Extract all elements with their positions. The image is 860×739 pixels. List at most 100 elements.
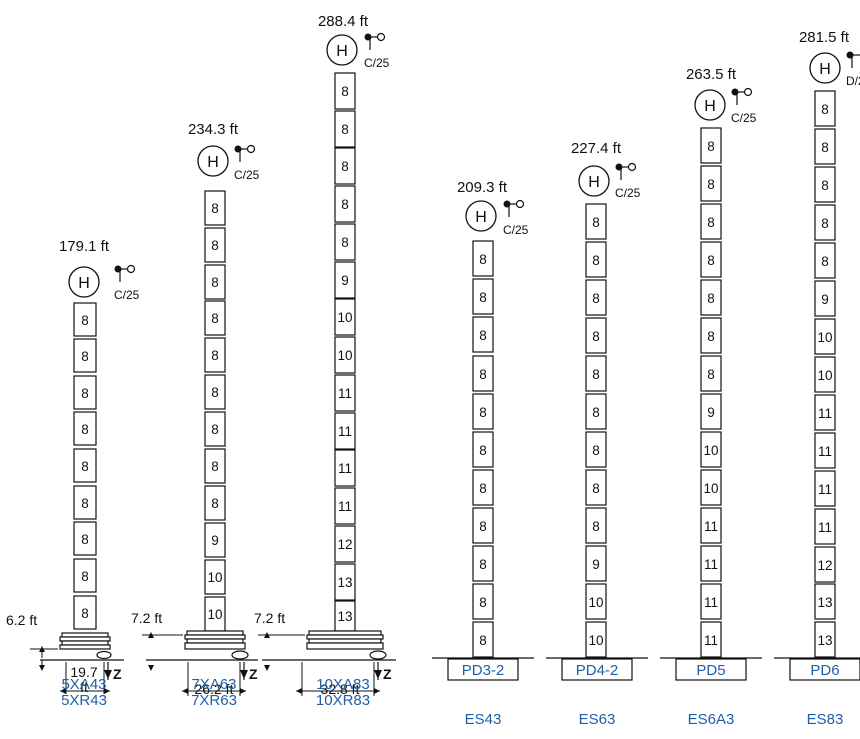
section-label: 10 (817, 330, 832, 345)
section-label: 12 (337, 537, 352, 552)
hook-circle (197, 145, 229, 177)
section-label: 8 (707, 139, 715, 154)
section-label: 8 (479, 595, 487, 610)
section-label: 8 (341, 235, 349, 250)
height-label: 288.4 ft (318, 13, 369, 30)
jib-tip-icon (503, 199, 525, 217)
section-label: 8 (341, 84, 349, 99)
tower-t5: 227.4 ft H C/25 8 8 8 8 8 8 8 8 (546, 140, 648, 728)
mast-t1: 8 8 8 8 8 8 8 8 8 (73, 302, 97, 630)
section-label: 10 (207, 570, 222, 585)
base-width-label: 19.7 (70, 664, 97, 680)
model-name: 5XA43 (61, 676, 106, 693)
z-axis-label: Z (113, 666, 122, 682)
tip-label: C/25 (503, 223, 529, 237)
jib-tip-icon (615, 162, 637, 180)
z-axis-label: Z (383, 666, 392, 682)
pad-label: PD6 (810, 662, 839, 679)
section-label: 11 (818, 520, 832, 535)
model-name: 10XR83 (316, 692, 370, 709)
hook-circle (465, 200, 497, 232)
section-label: 10 (337, 310, 352, 325)
model-name: 7XA63 (191, 676, 236, 693)
section-label: 8 (211, 311, 219, 326)
model-name: ES63 (579, 711, 616, 728)
pad-label: PD4-2 (576, 662, 619, 679)
section-label: 11 (338, 424, 352, 439)
section-label: 8 (821, 216, 829, 231)
section-label: 11 (338, 499, 352, 514)
offset-label: 7.2 ft (254, 610, 285, 626)
model-name: ES83 (807, 711, 844, 728)
pad-label: PD3-2 (462, 662, 505, 679)
section-label: 8 (81, 532, 89, 547)
section-label: 8 (707, 329, 715, 344)
section-label: 8 (592, 367, 600, 382)
section-label: 11 (338, 386, 352, 401)
mast-t3: 8 8 8 8 8 9 10 10 11 11 11 11 12 (334, 72, 356, 632)
section-label: 9 (211, 533, 219, 548)
base-width-unit: ft (80, 679, 88, 695)
model-name: 5XR43 (61, 692, 107, 709)
section-label: 8 (81, 606, 89, 621)
mast-t4: 8 8 8 8 8 8 8 8 8 8 8 (472, 240, 494, 658)
jib-tip-icon (846, 51, 860, 68)
section-label: 8 (592, 253, 600, 268)
model-name: ES6A3 (688, 711, 735, 728)
tip-label: D/25 (846, 74, 860, 88)
section-label: 8 (707, 177, 715, 192)
height-label: 227.4 ft (571, 140, 622, 157)
section-label: 10 (337, 348, 352, 363)
pad-label: PD5 (696, 662, 725, 679)
section-label: 8 (81, 569, 89, 584)
hook-label: H (336, 43, 348, 60)
height-label: 179.1 ft (59, 238, 110, 255)
mast-t2: 8 8 8 8 8 8 8 8 8 9 10 10 (204, 190, 226, 632)
section-label: 9 (592, 557, 600, 572)
jib-tip-icon (731, 87, 753, 105)
tower-t4: 209.3 ft H C/25 8 8 8 8 8 8 8 8 (432, 179, 534, 728)
hook-label: H (704, 98, 716, 115)
hook-circle (578, 165, 610, 197)
section-label: 8 (211, 496, 219, 511)
section-label: 10 (817, 368, 832, 383)
section-label: 13 (337, 609, 352, 624)
section-label: 8 (479, 252, 487, 267)
model-name: 7XR63 (191, 692, 237, 709)
pad-foundation (675, 658, 747, 681)
section-label: 11 (338, 461, 352, 476)
pad-foundation (561, 658, 633, 681)
section-label: 10 (207, 607, 222, 622)
section-label: 8 (81, 386, 89, 401)
pad-foundation (447, 658, 519, 681)
section-label: 8 (707, 367, 715, 382)
tower-t2: 234.3 ft H C/25 8 8 8 8 8 8 8 8 (131, 121, 260, 709)
section-label: 8 (81, 496, 89, 511)
section-label: 8 (821, 140, 829, 155)
hook-label: H (78, 275, 90, 292)
height-label: 209.3 ft (457, 179, 508, 196)
pad-foundation (789, 658, 860, 681)
section-label: 8 (211, 275, 219, 290)
hook-circle (326, 34, 358, 66)
section-label: 13 (337, 575, 352, 590)
section-label: 8 (479, 328, 487, 343)
section-label: 8 (707, 253, 715, 268)
section-label: 11 (704, 519, 718, 534)
section-label: 13 (817, 595, 832, 610)
section-label: 8 (479, 367, 487, 382)
section-label: 10 (588, 595, 603, 610)
hook-label: H (588, 174, 600, 191)
x-base-t2 (142, 630, 258, 671)
section-label: 8 (707, 291, 715, 306)
x-base-t3 (258, 630, 396, 671)
section-label: 8 (81, 459, 89, 474)
tower-t3: 288.4 ft H C/25 8 8 8 8 8 9 10 10 (254, 13, 396, 709)
section-label: 10 (703, 481, 718, 496)
section-label: 8 (81, 422, 89, 437)
section-label: 8 (592, 405, 600, 420)
section-label: 8 (592, 329, 600, 344)
section-label: 8 (592, 519, 600, 534)
jib-tip-icon (364, 32, 386, 50)
base-width-label: 32.8 ft (321, 681, 360, 697)
